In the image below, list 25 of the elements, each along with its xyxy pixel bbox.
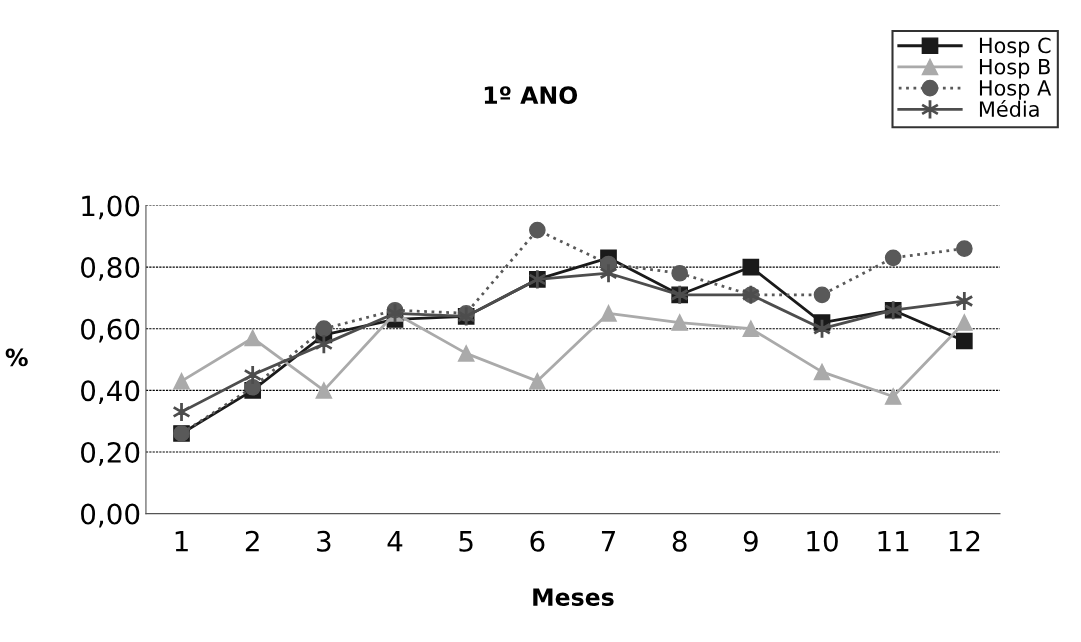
x-tick-label: 4 (387, 531, 403, 552)
x-tick-label: 7 (601, 531, 615, 552)
x-tick-label: 8 (672, 530, 687, 552)
y-tick-label: 0,60 (81, 318, 140, 343)
x-tick-label: 2 (245, 530, 259, 552)
y-tick-label: 0,20 (81, 441, 140, 466)
legend-label: Hosp A (979, 80, 1052, 100)
x-tick-label: 6 (530, 530, 545, 552)
x-tick-label: 5 (459, 531, 473, 552)
legend-label: Hosp B (979, 59, 1050, 79)
y-tick-label: 0,80 (81, 257, 140, 281)
y-axis-title: % (5, 348, 28, 367)
x-tick-label: 9 (743, 530, 758, 552)
x-axis-title: Meses (533, 588, 614, 606)
y-tick-label: 1,00 (82, 195, 140, 220)
chart-title: 1º ANO (484, 86, 578, 105)
legend-label: Hosp C (979, 37, 1051, 58)
x-tick-label: 12 (949, 530, 980, 552)
x-tick-label: 11 (878, 531, 909, 552)
y-tick-label: 0,00 (81, 503, 140, 528)
x-tick-label: 3 (317, 530, 331, 552)
x-tick-label: 10 (807, 530, 838, 552)
x-tick-label: 1 (175, 531, 188, 552)
y-tick-label: 0,40 (81, 380, 140, 405)
legend-label: Média (979, 99, 1039, 117)
